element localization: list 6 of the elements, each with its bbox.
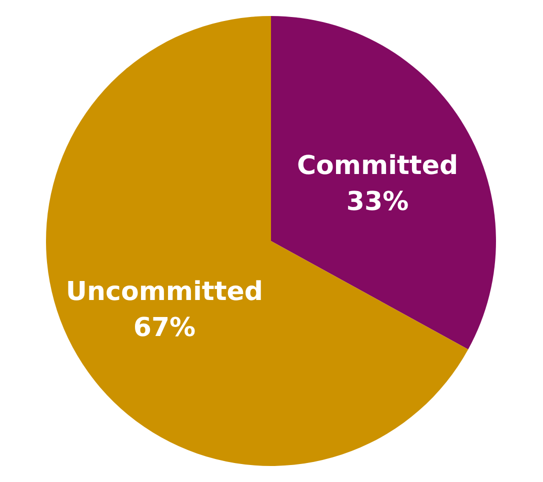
- data-label: 33%: [346, 187, 409, 218]
- pie-slice: [271, 16, 496, 350]
- pie-slice: [46, 16, 468, 466]
- data-label: 67%: [133, 312, 196, 343]
- slice-label: Uncommitted: [66, 276, 264, 307]
- slice-label: Committed: [296, 151, 458, 182]
